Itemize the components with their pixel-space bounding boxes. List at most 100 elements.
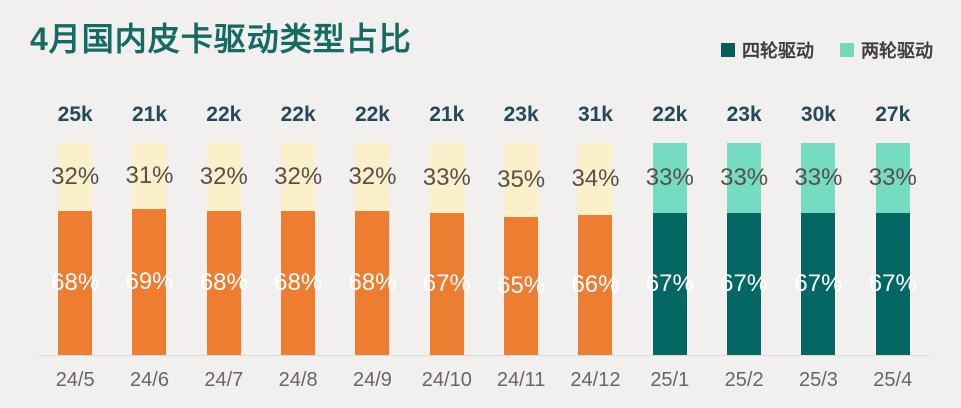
bar-category-label: 24/8 bbox=[278, 369, 318, 391]
stacked-bar: 32% 68% bbox=[348, 143, 397, 355]
bar-segment-bottom: 68% bbox=[51, 210, 99, 355]
bar-segment-bottom: 68% bbox=[274, 210, 322, 355]
bar-column: 23k 33% 67% 25/2 bbox=[707, 103, 781, 392]
bar-segment-top: 32% bbox=[274, 143, 322, 211]
bar-bottom-value: 67% bbox=[645, 269, 694, 297]
bar-column: 22k 33% 67% 25/1 bbox=[633, 103, 707, 392]
page-title: 4月国内皮卡驱动类型占比 bbox=[30, 21, 412, 57]
stacked-bar: 31% 69% bbox=[125, 143, 174, 355]
chart-area: 25k 32% 68% 24/5 21k 31% 69% bbox=[38, 103, 930, 392]
bar-total-label: 31k bbox=[577, 103, 613, 126]
bar-bottom-value: 67% bbox=[794, 269, 843, 297]
bar-bottom-value: 68% bbox=[199, 268, 248, 296]
stacked-bar: 33% 67% bbox=[423, 143, 471, 355]
bar-top-value: 33% bbox=[720, 163, 769, 191]
bar-segment-top: 32% bbox=[200, 143, 248, 211]
bar-segment-top: 32% bbox=[348, 143, 397, 211]
bar-total-label: 30k bbox=[800, 103, 836, 126]
bar-total-label: 27k bbox=[875, 103, 911, 126]
bar-column: 22k 32% 68% 24/7 bbox=[187, 103, 261, 392]
bar-total-label: 22k bbox=[206, 103, 242, 126]
bar-category-label: 25/1 bbox=[650, 369, 690, 391]
bar-bottom-value: 68% bbox=[274, 268, 323, 296]
legend: 四轮驱动 两轮驱动 bbox=[721, 37, 933, 63]
legend-item-four-wheel-drive: 四轮驱动 bbox=[721, 37, 814, 63]
stacked-bar: 34% 66% bbox=[571, 143, 619, 355]
bar-column: 23k 35% 65% 24/11 bbox=[484, 103, 558, 392]
bar-segment-bottom: 67% bbox=[869, 212, 917, 355]
bar-segment-bottom: 69% bbox=[125, 208, 174, 355]
bar-segment-bottom: 67% bbox=[794, 212, 842, 355]
bar-segment-top: 33% bbox=[869, 143, 917, 213]
bar-segment-top: 31% bbox=[125, 143, 174, 209]
bar-segment-top: 32% bbox=[51, 143, 99, 211]
bar-category-label: 24/9 bbox=[353, 369, 392, 391]
bar-category-label: 24/7 bbox=[204, 369, 244, 391]
bar-segment-bottom: 67% bbox=[646, 212, 694, 355]
bar-top-value: 32% bbox=[199, 162, 248, 190]
four-wheel-drive-swatch-icon bbox=[721, 43, 735, 57]
bar-column: 22k 32% 68% 24/8 bbox=[261, 103, 335, 392]
bar-top-value: 31% bbox=[125, 161, 174, 189]
bar-top-value: 33% bbox=[794, 163, 843, 191]
bar-category-label: 25/2 bbox=[724, 369, 764, 391]
two-wheel-drive-swatch-icon bbox=[840, 43, 854, 57]
bar-top-value: 33% bbox=[645, 163, 694, 191]
bar-segment-top: 33% bbox=[720, 143, 768, 213]
legend-label-four-wheel-drive: 四轮驱动 bbox=[742, 41, 814, 61]
bar-column: 21k 31% 69% 24/6 bbox=[112, 103, 186, 392]
bar-total-label: 21k bbox=[429, 103, 465, 126]
bar-bottom-value: 68% bbox=[348, 268, 397, 296]
bar-bottom-value: 68% bbox=[51, 268, 100, 296]
bar-segment-bottom: 66% bbox=[571, 215, 619, 355]
bar-bottom-value: 67% bbox=[422, 269, 471, 297]
stacked-bar: 33% 67% bbox=[794, 143, 842, 355]
bar-segment-top: 35% bbox=[497, 143, 545, 218]
bar-total-label: 22k bbox=[652, 103, 688, 126]
bar-top-value: 34% bbox=[571, 165, 620, 193]
bar-segment-bottom: 68% bbox=[348, 210, 397, 355]
bar-top-value: 33% bbox=[868, 163, 917, 191]
stacked-bar: 33% 67% bbox=[646, 143, 694, 355]
bar-column: 21k 33% 67% 24/10 bbox=[410, 103, 484, 392]
bar-column: 22k 32% 68% 24/9 bbox=[335, 103, 409, 392]
bar-category-label: 24/12 bbox=[570, 369, 621, 391]
bar-segment-top: 33% bbox=[423, 143, 471, 213]
bar-top-value: 32% bbox=[51, 162, 100, 190]
bar-top-value: 35% bbox=[497, 166, 546, 194]
bar-category-label: 24/6 bbox=[130, 369, 169, 391]
bar-total-label: 22k bbox=[354, 103, 390, 126]
bar-column: 27k 33% 67% 25/4 bbox=[856, 103, 930, 392]
bar-total-label: 23k bbox=[726, 103, 762, 126]
bar-segment-top: 33% bbox=[794, 143, 842, 213]
bar-top-value: 32% bbox=[348, 162, 397, 190]
bar-total-label: 25k bbox=[57, 103, 93, 126]
bar-bottom-value: 66% bbox=[571, 271, 620, 299]
stacked-bar: 33% 67% bbox=[720, 143, 768, 355]
bar-category-label: 25/3 bbox=[798, 369, 838, 391]
bar-bottom-value: 67% bbox=[868, 269, 917, 297]
stacked-bar: 32% 68% bbox=[51, 143, 99, 355]
bars: 25k 32% 68% 24/5 21k 31% 69% bbox=[38, 103, 930, 392]
bar-segment-top: 33% bbox=[646, 143, 694, 213]
legend-item-two-wheel-drive: 两轮驱动 bbox=[840, 37, 933, 63]
stacked-bar: 32% 68% bbox=[274, 143, 322, 355]
bar-category-label: 25/4 bbox=[873, 369, 913, 391]
bar-segment-top: 34% bbox=[571, 143, 619, 216]
bar-segment-bottom: 67% bbox=[423, 212, 471, 355]
bar-total-label: 21k bbox=[131, 103, 168, 126]
bar-category-label: 24/11 bbox=[496, 369, 546, 391]
bar-category-label: 24/5 bbox=[55, 369, 95, 391]
bar-segment-bottom: 67% bbox=[720, 212, 768, 355]
bar-segment-bottom: 65% bbox=[497, 217, 545, 355]
stacked-bar: 32% 68% bbox=[200, 143, 248, 355]
bar-total-label: 22k bbox=[280, 103, 316, 126]
bar-segment-bottom: 68% bbox=[200, 210, 248, 355]
bar-bottom-value: 69% bbox=[125, 267, 174, 295]
bar-column: 30k 33% 67% 25/3 bbox=[781, 103, 855, 392]
stacked-bar: 35% 65% bbox=[497, 143, 545, 355]
bar-column: 31k 34% 66% 24/12 bbox=[558, 103, 632, 392]
bar-column: 25k 32% 68% 24/5 bbox=[38, 103, 112, 392]
bar-top-value: 33% bbox=[422, 163, 471, 191]
